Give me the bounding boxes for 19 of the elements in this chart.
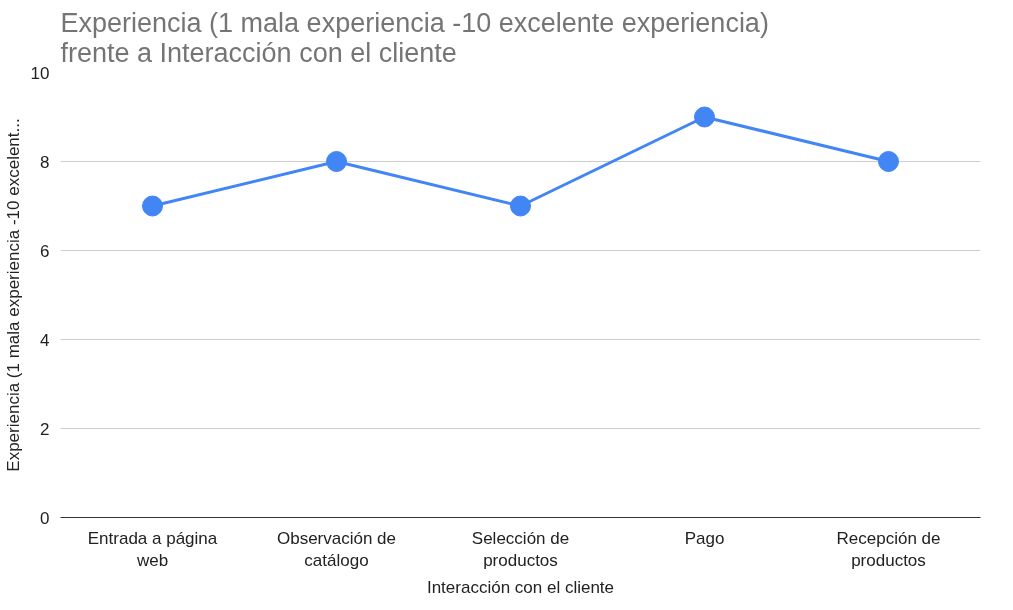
point [694,106,715,128]
chart-title: Experiencia (1 mala experiencia -10 excelente experiencia) frente a Interacción con el cliente [60,7,769,68]
y-axis-title: Experiencia (1 mala experiencia -10 excelent... [3,118,23,472]
y-tick-label: 10 [30,63,50,83]
point [510,195,531,217]
y-tick-label: 6 [40,241,50,261]
y-tick-label: 0 [40,508,50,528]
y-tick-label: 8 [40,152,50,172]
x-tick-label: Observación de catálogo [276,528,397,571]
y-tick-label: 4 [40,330,50,350]
x-tick-label: Entrada a página web [87,528,218,571]
x-tick-label: Recepción de productos [836,528,941,571]
x-axis-title: Interacción con el cliente [426,578,615,598]
y-tick-label: 2 [40,419,50,439]
x-tick-label: Selección de productos [471,528,570,571]
x-tick-label: Pago [684,528,725,548]
point [326,151,347,172]
point [878,151,899,172]
point [142,195,163,217]
